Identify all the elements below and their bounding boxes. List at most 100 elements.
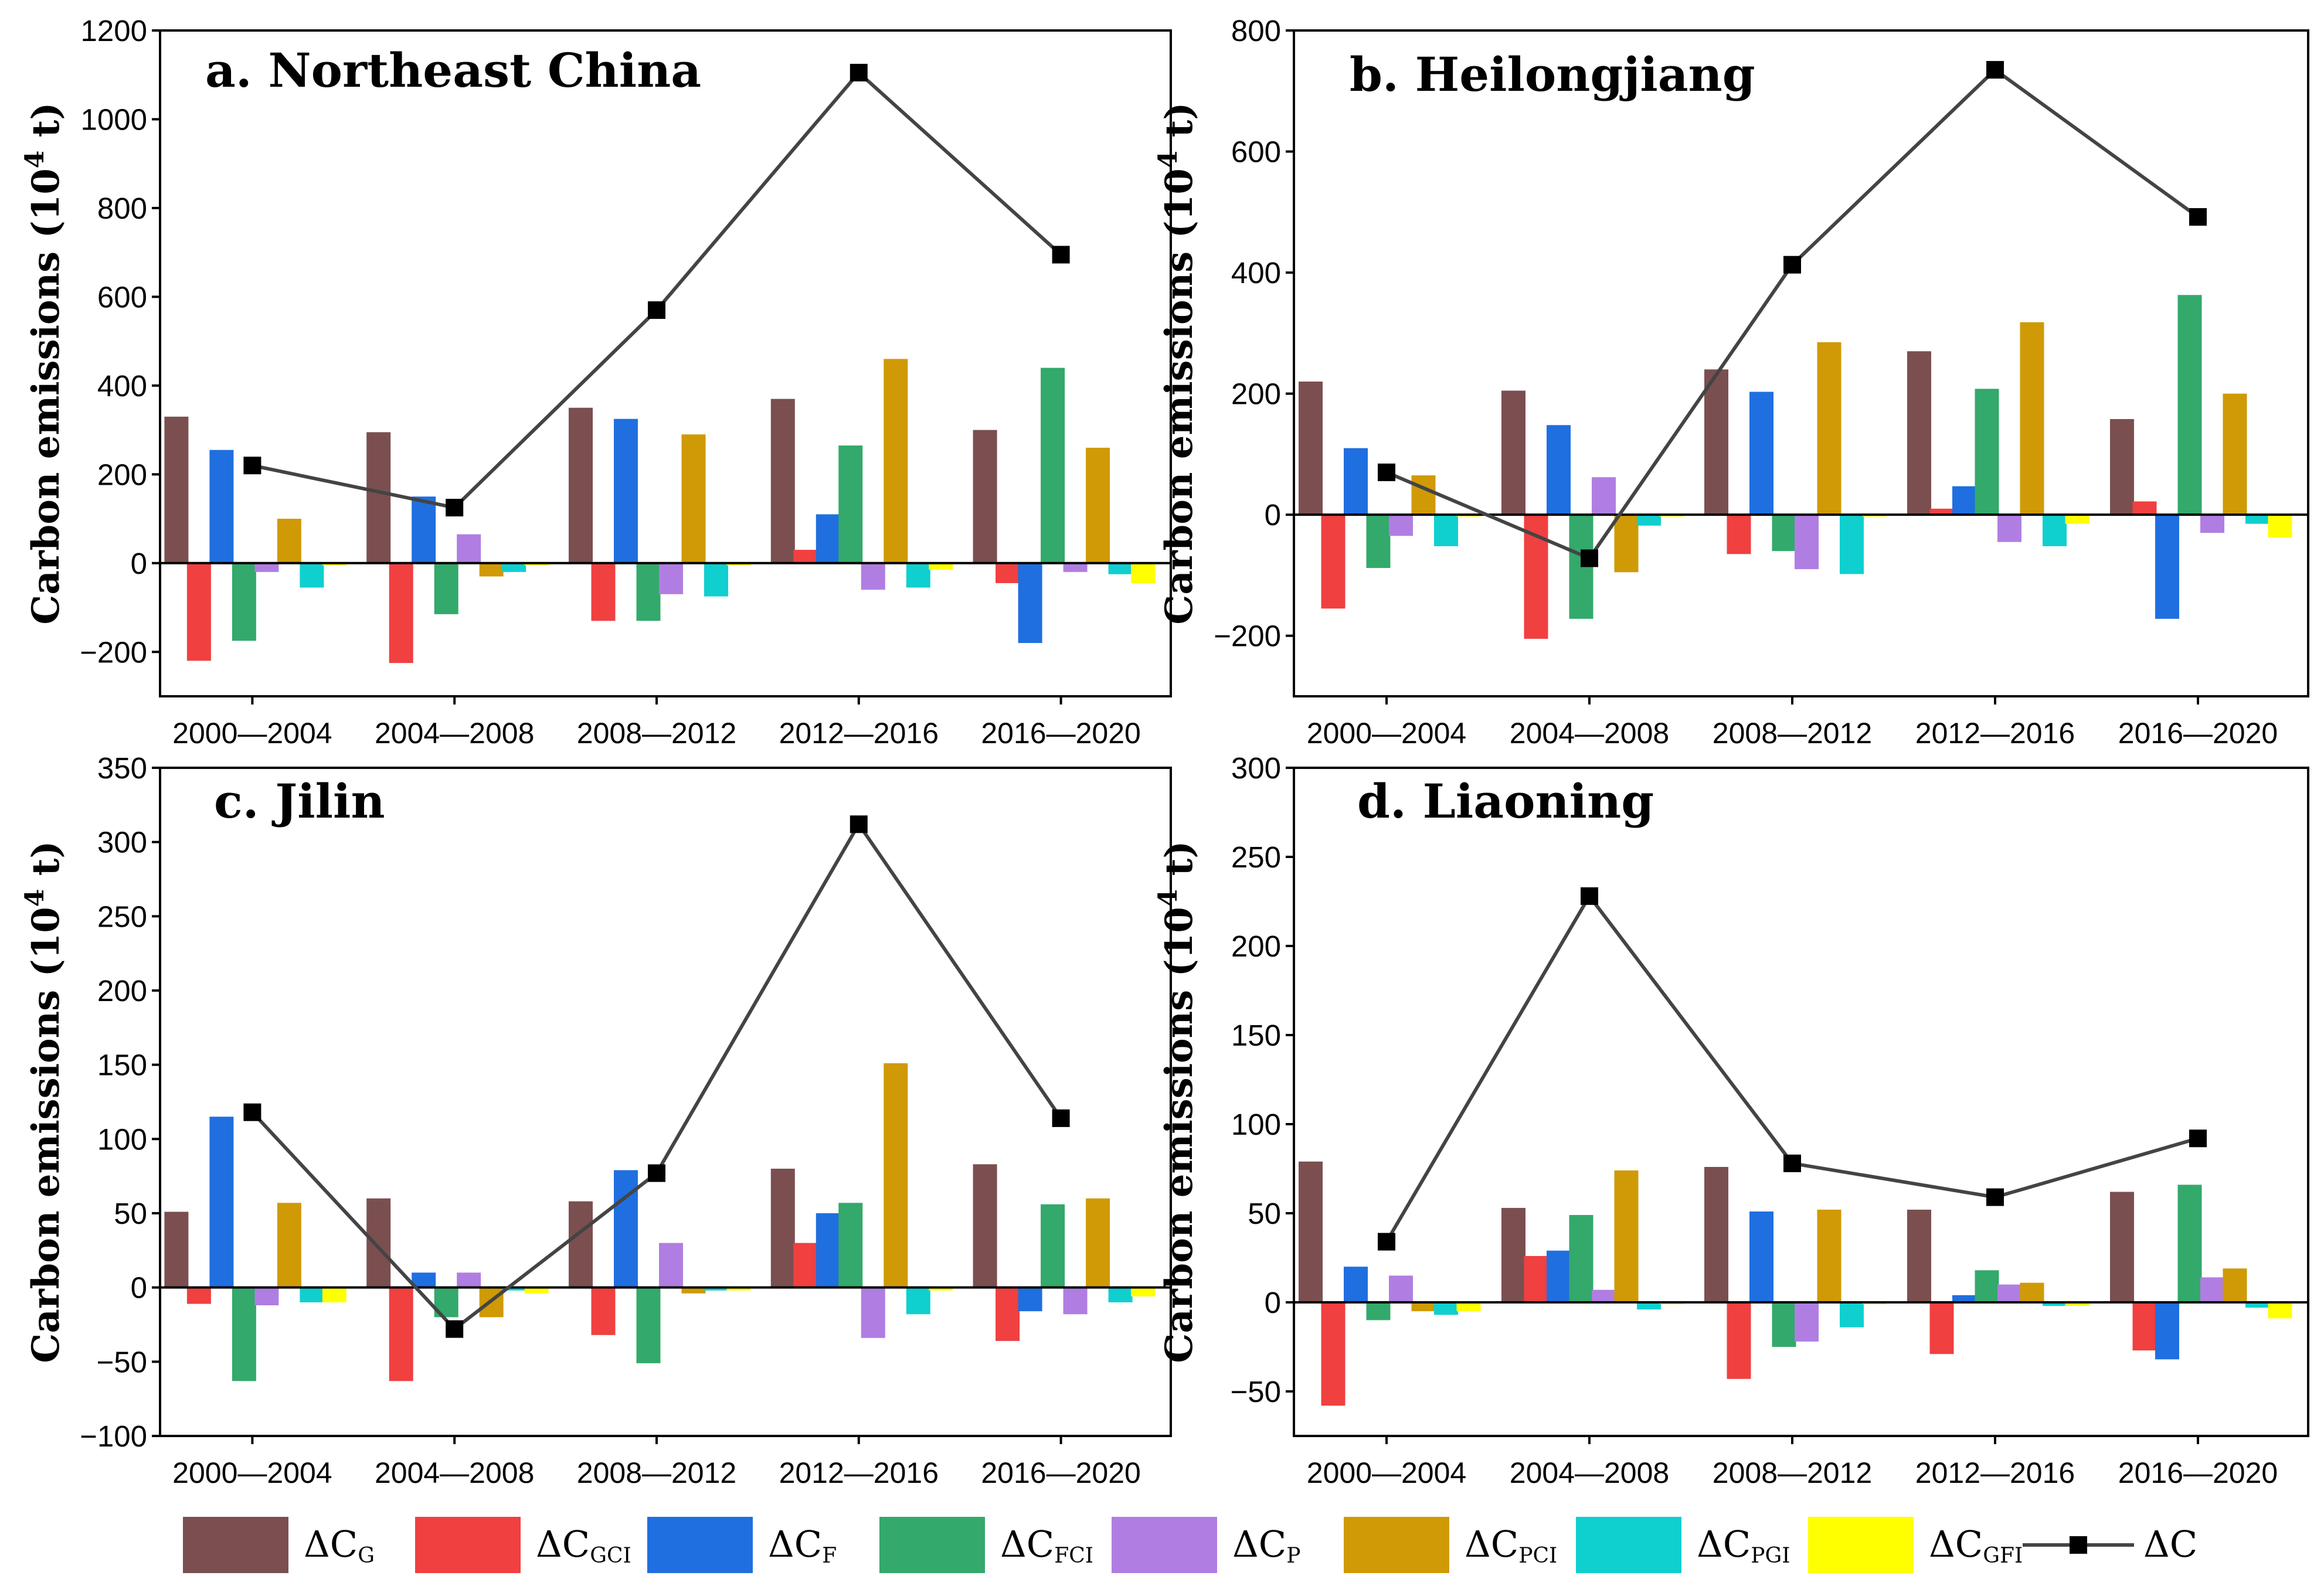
bar-dCP-1 [457, 534, 481, 563]
bar-dCF-2 [1749, 1211, 1773, 1302]
bar-dCPGI-0 [1434, 515, 1458, 546]
legend-label-main: ΔC [1465, 1523, 1518, 1565]
legend-item-dCGFI: ΔCGFI [1808, 1517, 2023, 1573]
bar-dCF-0 [1344, 1267, 1368, 1302]
y-tick-label: 200 [1231, 930, 1281, 963]
y-label-end: t) [1157, 840, 1201, 889]
bar-dCGCI-3 [1929, 508, 1954, 515]
y-tick-label: 100 [97, 1122, 147, 1156]
y-ticks: −200 0 200 400 600 800 [1214, 14, 1294, 653]
bar-dCFCI-0 [232, 1287, 256, 1381]
bar-dCFCI-2 [1772, 515, 1796, 552]
legend-swatch [1808, 1517, 1914, 1573]
x-ticks: 2000—2004 2004—2008 2008—2012 2012—2016 2016… [1307, 1436, 2278, 1489]
bar-dCP-4 [1063, 563, 1088, 572]
bar-dCF-3 [816, 1213, 840, 1288]
bar-dCPGI-4 [2245, 515, 2269, 524]
bar-dCG-2 [569, 1201, 593, 1288]
legend-label-main: ΔC [1697, 1523, 1751, 1565]
x-tick-label: 2012—2016 [1915, 717, 2075, 750]
bar-dCPCI-2 [681, 434, 706, 563]
y-tick-label: 250 [97, 900, 147, 933]
bars [1299, 1161, 2292, 1406]
bar-dCF-3 [816, 514, 840, 563]
y-label-main: Carbon emissions (10 [1157, 907, 1201, 1363]
bar-dCPCI-0 [277, 1203, 301, 1288]
point-dC-0 [1378, 1233, 1395, 1251]
y-tick-label: −200 [1214, 620, 1281, 653]
y-tick-label: 150 [1231, 1019, 1281, 1052]
bar-dCPCI-3 [884, 359, 908, 563]
point-dC-1 [1581, 887, 1598, 905]
point-dC-4 [2189, 1129, 2207, 1148]
point-dC-1 [446, 1320, 464, 1338]
bar-dCF-1 [1547, 425, 1571, 515]
bar-dCGFI-4 [1131, 1287, 1156, 1296]
bar-dCFCI-0 [1366, 1302, 1391, 1320]
bar-dCPCI-4 [2223, 393, 2247, 515]
legend-item-dCPGI: ΔCPGI [1576, 1517, 1790, 1573]
x-tick-label: 2012—2016 [779, 717, 939, 750]
y-tick-label: 350 [97, 751, 147, 785]
point-dC-4 [2189, 208, 2207, 226]
bar-dCGCI-2 [1727, 515, 1751, 554]
bar-dCPCI-1 [1614, 515, 1639, 573]
x-tick-label: 2000—2004 [172, 717, 332, 750]
bar-dCGCI-3 [793, 1243, 818, 1288]
y-tick-label: 200 [97, 458, 147, 491]
bar-dCG-0 [1299, 1161, 1323, 1302]
bar-dCG-4 [2110, 1192, 2134, 1302]
y-label-end: t) [24, 102, 68, 150]
y-tick-label: 800 [97, 192, 147, 225]
bar-dCP-3 [1997, 515, 2021, 542]
bar-dCP-0 [254, 563, 279, 572]
legend-item-dCPCI: ΔCPCI [1344, 1517, 1557, 1573]
bar-dCPGI-1 [1637, 1302, 1661, 1310]
y-tick-label: 0 [1265, 498, 1281, 532]
bar-dCGCI-1 [1524, 1256, 1548, 1302]
bar-dCFCI-0 [232, 563, 256, 641]
bar-dCGCI-0 [186, 1287, 211, 1304]
x-tick-label: 2016—2020 [2118, 717, 2278, 750]
bar-dCFCI-0 [1366, 515, 1391, 569]
panel-title: c. Jilin [214, 774, 385, 829]
bar-dCPGI-2 [1840, 515, 1864, 574]
bar-dCG-1 [366, 1198, 391, 1288]
y-label-sup: 4 [1153, 889, 1183, 907]
legend-swatch [415, 1517, 521, 1573]
bar-dCGCI-2 [591, 563, 616, 621]
bar-dCGFI-1 [524, 1287, 549, 1294]
legend-label-main: ΔC [1000, 1523, 1054, 1565]
bar-dCFCI-1 [434, 563, 458, 614]
x-tick-label: 2008—2012 [1713, 1456, 1872, 1489]
y-label-sup: 4 [20, 151, 50, 169]
x-ticks: 2000—2004 2004—2008 2008—2012 2012—2016 2016… [172, 1436, 1141, 1489]
y-ticks: −100 −50 0 50 100 150 200 250 300 350 [80, 751, 160, 1453]
legend-swatch-marker [2070, 1536, 2087, 1554]
panel-title: b. Heilongjiang [1350, 47, 1755, 102]
legend-label-sub: G [358, 1544, 375, 1568]
bar-dCF-4 [2155, 515, 2179, 619]
plot-frame [159, 767, 1172, 1437]
point-dC-3 [1986, 61, 2004, 79]
panel-title: d. Liaoning [1357, 774, 1654, 829]
x-tick-label: 2008—2012 [1713, 717, 1872, 750]
bar-dCPCI-0 [277, 519, 301, 563]
y-tick-label: −100 [80, 1420, 147, 1453]
bar-dCPGI-1 [502, 563, 526, 572]
y-tick-label: 400 [1231, 256, 1281, 290]
bar-dCG-3 [1907, 1209, 1931, 1302]
bar-dCF-4 [2155, 1302, 2179, 1360]
bar-dCP-0 [254, 1287, 279, 1306]
y-tick-label: 1000 [81, 103, 147, 136]
legend-swatch [183, 1517, 288, 1573]
bar-dCF-4 [1018, 1287, 1042, 1312]
point-dC-1 [1581, 549, 1598, 567]
bar-dCGFI-3 [929, 563, 953, 570]
legend-item-dCFCI: ΔCFCI [879, 1517, 1093, 1573]
plot-frame [1293, 767, 2309, 1437]
bar-dCG-4 [2110, 419, 2134, 515]
bar-dCP-3 [861, 563, 885, 590]
line-dC [1385, 893, 2199, 1243]
